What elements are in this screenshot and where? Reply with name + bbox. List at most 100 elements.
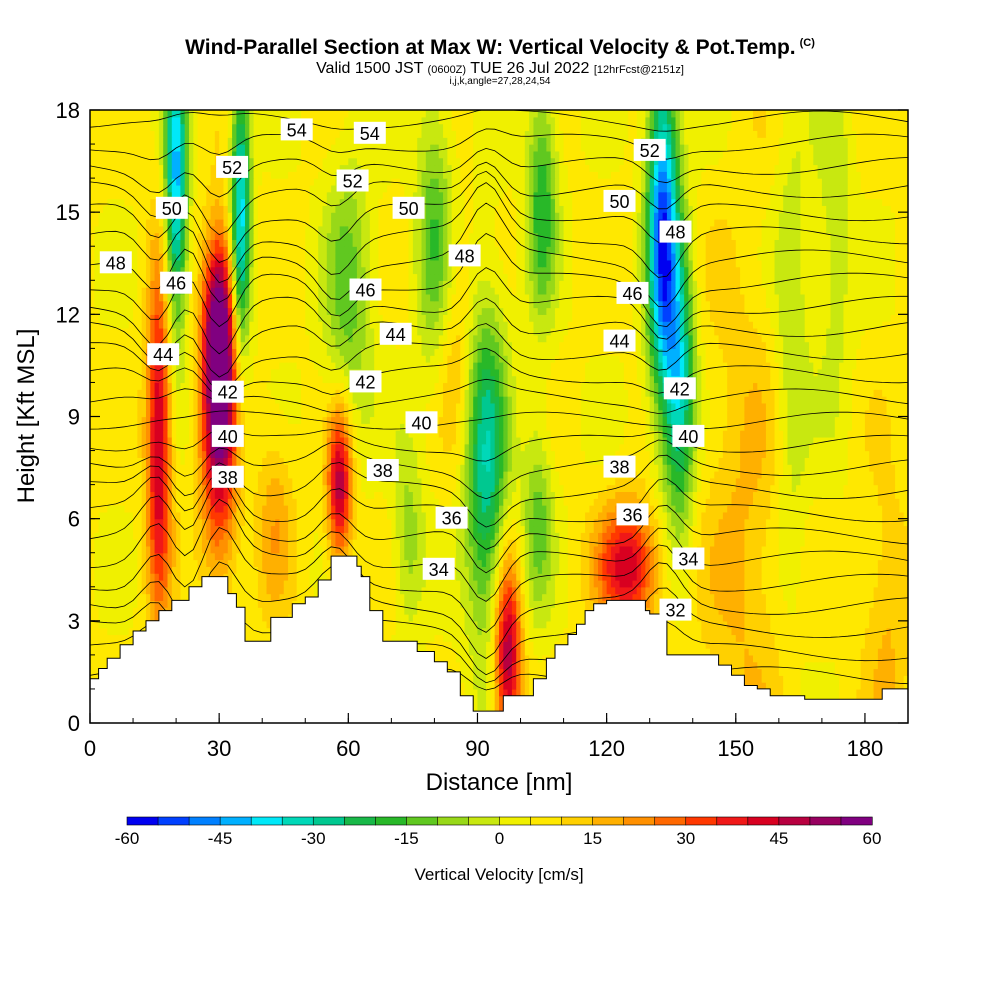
field-cell [761,675,767,683]
field-cell [757,661,763,670]
field-cell [852,675,857,683]
field-cell [808,552,814,561]
field-cell [830,593,836,601]
field-cell [705,573,711,581]
field-cell [727,579,733,588]
field-cell [778,675,784,683]
field-cell [464,600,470,608]
field-cell [193,539,199,547]
field-cell [847,579,853,588]
field-cell [434,586,440,595]
field-cell [180,593,186,601]
field-cell [563,586,569,595]
field-cell [348,545,354,554]
field-cell [705,614,711,622]
field-cell [309,566,315,574]
field-cell [141,545,147,554]
field-cell [770,607,776,615]
field-cell [438,545,444,554]
field-cell [899,552,905,561]
field-cell [378,600,384,608]
field-cell [753,545,758,554]
field-cell [804,573,810,581]
field-cell [189,545,194,554]
field-cell [270,552,276,561]
field-cell [856,627,862,636]
field-cell [813,648,819,656]
field-cell [800,661,806,670]
field-cell [783,552,789,561]
field-cell [102,641,108,649]
field-cell [813,654,819,663]
field-cell [115,641,121,649]
field-cell [90,559,95,567]
field-cell [869,620,875,629]
field-cell [451,579,457,588]
field-cell [877,600,883,608]
field-cell [490,614,496,622]
field-cell [408,620,414,629]
field-cell [744,668,750,676]
field-cell [847,661,853,670]
field-cell [748,579,754,588]
field-cell [279,566,285,574]
field-cell [249,573,255,581]
field-cell [473,702,479,710]
field-cell [593,586,599,595]
field-cell [313,566,319,574]
field-cell [770,668,776,676]
field-cell [486,627,491,636]
field-cell [214,559,220,567]
field-cell [580,573,586,581]
field-cell [443,620,448,629]
field-cell [288,586,293,595]
field-cell [701,573,707,581]
field-cell [593,559,599,567]
field-cell [796,593,801,601]
field-cell [873,593,879,601]
field-cell [834,661,840,670]
field-cell [869,661,875,670]
field-cell [666,641,672,649]
field-cell [266,627,272,636]
field-cell [499,682,504,690]
field-cell [451,627,457,636]
field-cell [813,620,819,629]
field-cell [873,620,879,629]
field-cell [576,614,582,622]
field-cell [447,634,453,642]
field-cell [576,579,582,588]
field-cell [102,579,108,588]
field-cell [133,586,138,595]
field-cell [503,593,509,601]
field-cell [460,600,466,608]
field-cell [692,620,698,629]
field-cell [804,634,810,642]
field-cell [430,641,436,649]
field-cell [869,648,875,656]
field-cell [275,586,281,595]
field-cell [98,579,104,588]
field-cell [520,573,526,581]
field-cell [899,559,905,567]
field-cell [481,620,487,629]
field-cell [391,614,397,622]
field-cell [391,559,397,567]
field-cell [533,648,539,656]
field-cell [774,668,780,676]
field-cell [542,634,547,642]
field-cell [503,648,509,656]
field-cell [404,579,410,588]
field-cell [421,552,427,561]
field-cell [154,600,160,608]
field-cell [417,627,423,636]
field-cell [847,648,853,656]
field-cell [137,593,143,601]
field-cell [731,545,737,554]
field-cell [197,539,203,547]
field-cell [740,552,745,561]
field-cell [257,552,263,561]
field-cell [124,607,130,615]
field-cell [210,559,216,567]
field-cell [864,688,870,697]
